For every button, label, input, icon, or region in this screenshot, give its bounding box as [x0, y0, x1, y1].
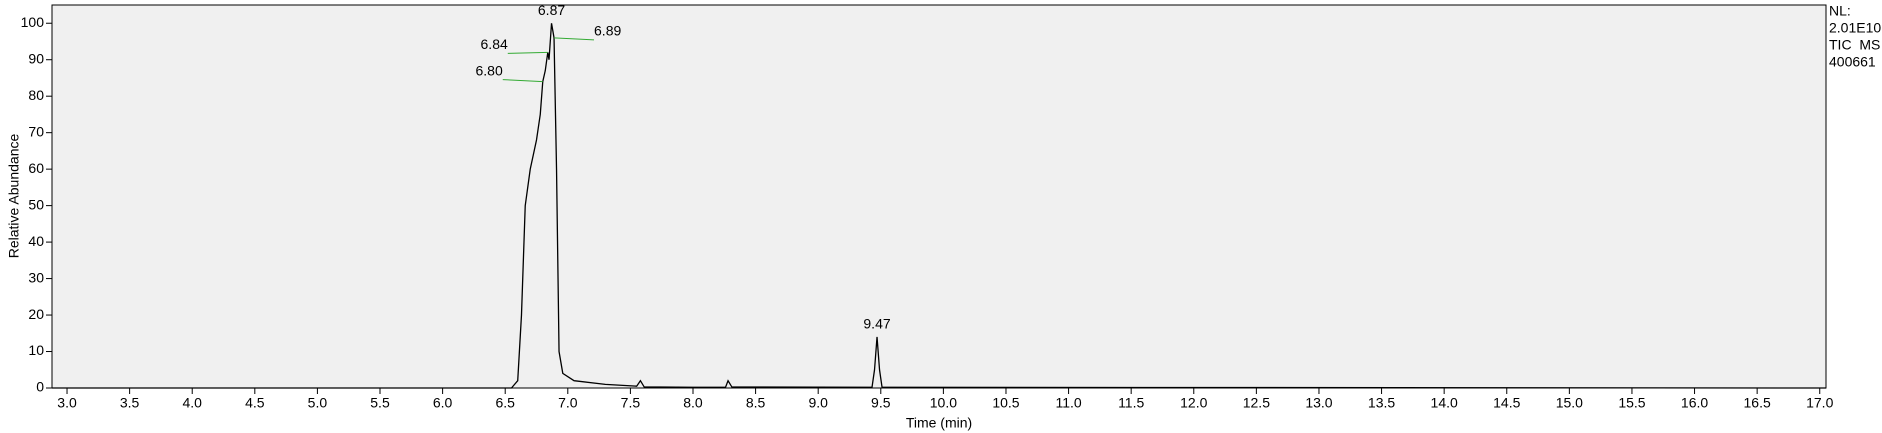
side-note: NL: [1829, 3, 1851, 19]
x-tick-label: 3.5 [120, 395, 140, 411]
side-note: 2.01E10 [1829, 20, 1881, 36]
x-tick-label: 4.5 [245, 395, 265, 411]
x-tick-label: 11.5 [1118, 395, 1144, 411]
x-tick-label: 4.0 [182, 395, 202, 411]
y-tick-label: 10 [28, 342, 44, 358]
x-tick-label: 5.5 [370, 395, 390, 411]
x-tick-label: 14.0 [1431, 395, 1458, 411]
x-axis-label: Time (min) [906, 415, 972, 431]
peak-label: 6.89 [594, 23, 621, 39]
y-tick-label: 60 [28, 160, 44, 176]
side-note: 400661 [1829, 54, 1876, 70]
x-tick-label: 7.5 [621, 395, 641, 411]
x-tick-label: 10.5 [992, 395, 1019, 411]
trace-line [52, 23, 1827, 389]
peak-label: 6.80 [476, 62, 503, 78]
x-tick-label: 16.0 [1681, 395, 1708, 411]
annotation-leader [502, 79, 543, 83]
x-tick-label: 13.5 [1368, 395, 1395, 411]
x-tick-label: 15.0 [1556, 395, 1583, 411]
x-tick-label: 3.0 [57, 395, 77, 411]
x-tick-label: 9.0 [808, 395, 828, 411]
y-tick-label: 70 [28, 123, 44, 139]
y-tick-label: 100 [21, 14, 45, 30]
x-tick-label: 5.0 [308, 395, 328, 411]
y-tick-label: 30 [28, 269, 44, 285]
x-tick-label: 10.0 [930, 395, 957, 411]
x-tick-label: 11.0 [1055, 395, 1081, 411]
side-note: TIC MS [1829, 37, 1880, 53]
x-tick-label: 6.5 [495, 395, 515, 411]
y-tick-label: 90 [28, 50, 44, 66]
y-tick-label: 50 [28, 196, 44, 212]
x-tick-label: 8.5 [746, 395, 766, 411]
x-tick-label: 8.0 [683, 395, 703, 411]
peak-label: 6.84 [481, 36, 508, 52]
y-tick-label: 0 [36, 379, 44, 395]
y-axis-label: Relative Abundance [6, 134, 22, 259]
plot-area [51, 4, 1827, 389]
peak-label: 6.87 [538, 2, 565, 18]
x-tick-label: 17.0 [1806, 395, 1833, 411]
y-tick-label: 40 [28, 233, 44, 249]
annotation-leader [554, 37, 595, 41]
x-tick-label: 12.5 [1243, 395, 1270, 411]
x-tick-label: 7.0 [558, 395, 578, 411]
x-tick-label: 9.5 [871, 395, 891, 411]
x-tick-label: 12.0 [1180, 395, 1207, 411]
x-tick-label: 6.0 [433, 395, 453, 411]
peak-label: 9.47 [863, 316, 890, 332]
x-tick-label: 16.5 [1744, 395, 1771, 411]
y-tick-label: 20 [28, 306, 44, 322]
x-tick-label: 14.5 [1493, 395, 1520, 411]
x-tick-label: 15.5 [1618, 395, 1645, 411]
annotation-leader [507, 51, 548, 54]
x-tick-label: 13.0 [1305, 395, 1332, 411]
y-tick-label: 80 [28, 87, 44, 103]
